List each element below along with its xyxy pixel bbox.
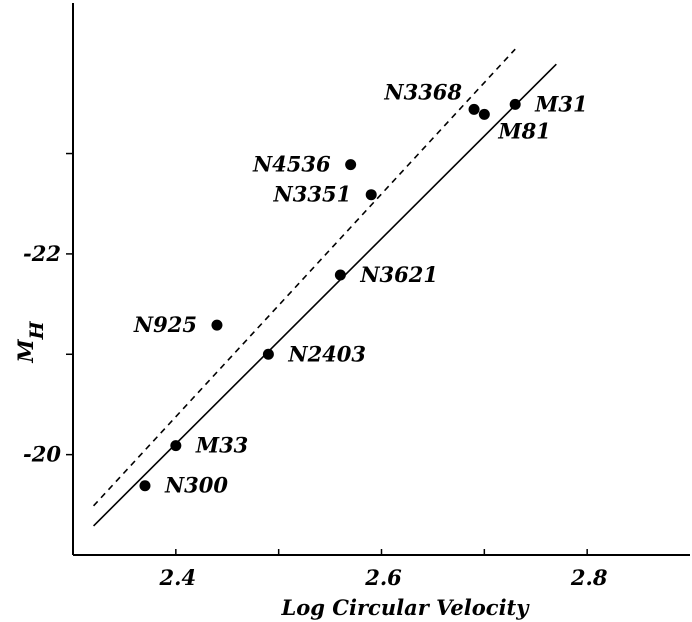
y-tick-label: -20	[23, 442, 61, 467]
point-label-n4536: N4536	[252, 152, 331, 177]
data-point-m31	[509, 98, 521, 110]
x-tick-label: 2.6	[364, 565, 402, 590]
svg-text:MH: MH	[13, 320, 48, 363]
data-point-n300	[139, 480, 151, 492]
point-label-n3351: N3351	[273, 182, 352, 207]
point-label-m33: M33	[195, 433, 248, 458]
data-point-n3621	[334, 269, 346, 281]
y-axis-title-subscript: H	[26, 320, 48, 340]
data-points	[139, 98, 521, 492]
dashed-fit-line	[92, 48, 516, 507]
data-point-m81	[478, 108, 490, 120]
point-label-m81: M81	[497, 118, 550, 143]
point-labels: N300 M33 N2403 N925 N3621 N3351 N4536 M81 N3368 M…	[133, 79, 588, 497]
y-tick-label: -22	[23, 241, 61, 266]
point-label-n300: N300	[164, 473, 228, 498]
y-ticks: -20 -22	[23, 152, 73, 467]
x-axis-title: Log Circular Velocity	[281, 595, 531, 620]
fit-lines	[92, 48, 557, 527]
point-label-m31: M31	[534, 91, 587, 116]
data-point-m33	[170, 440, 182, 452]
data-point-n3351	[365, 189, 377, 201]
x-ticks: 2.4 2.6 2.8	[159, 549, 608, 590]
point-label-n2403: N2403	[287, 341, 366, 366]
point-label-n3621: N3621	[359, 262, 438, 287]
data-point-n2403	[262, 348, 274, 360]
point-label-n925: N925	[133, 312, 197, 337]
data-point-n4536	[345, 159, 357, 171]
solid-fit-line	[93, 63, 557, 527]
x-tick-label: 2.4	[159, 565, 197, 590]
y-axis-title: MH	[13, 320, 48, 363]
point-label-n3368: N3368	[383, 79, 462, 104]
y-axis-title-main: M	[13, 339, 38, 364]
data-point-n925	[211, 319, 223, 331]
data-point-n3368	[468, 103, 480, 115]
x-tick-label: 2.8	[570, 565, 608, 590]
